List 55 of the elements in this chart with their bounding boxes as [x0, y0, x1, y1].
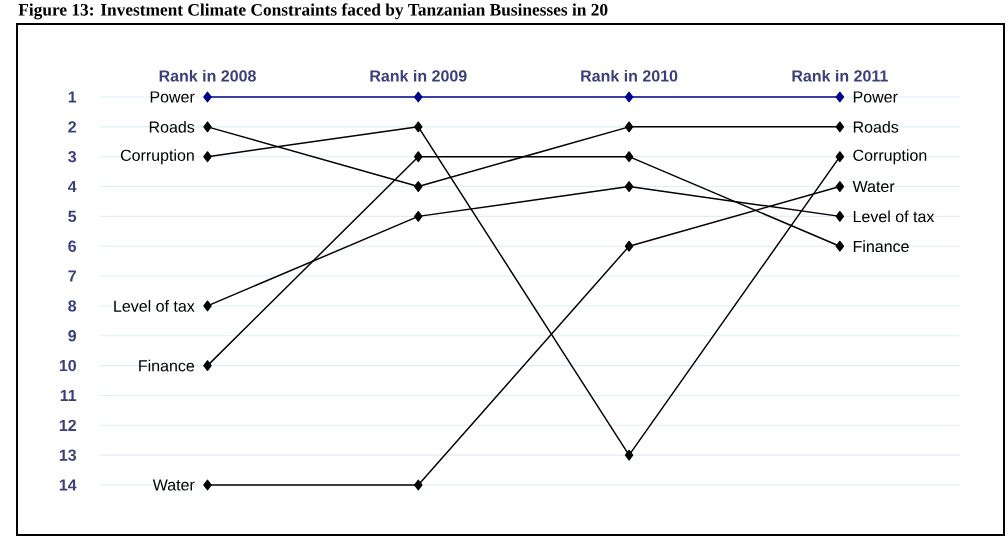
y-tick-label: 8 — [68, 300, 77, 312]
y-tick-label: 3 — [68, 151, 77, 163]
y-tick-label: 5 — [68, 210, 77, 222]
y-tick-label: 14 — [59, 479, 77, 491]
x-tick-label: Rank in 2011 — [792, 69, 888, 82]
point — [835, 181, 845, 192]
point — [203, 479, 212, 491]
series-label: Level of tax — [114, 300, 195, 312]
point — [624, 240, 634, 252]
x-tick-label: Rank in 2008 — [159, 69, 256, 82]
point — [414, 151, 423, 163]
point — [414, 479, 423, 491]
y-tick-label: 10 — [59, 359, 76, 372]
y-tick-label: 2 — [68, 121, 76, 133]
point — [203, 121, 212, 133]
chart-title: Figure 13: Investment Climate Constraints faced by Tanzanian Businesses in 20 — [18, 3, 608, 20]
text: Water — [152, 479, 195, 491]
point — [624, 91, 634, 103]
point — [624, 449, 634, 461]
point — [414, 181, 423, 192]
point — [203, 300, 212, 312]
x-tick-label: Rank in 2010 — [581, 69, 678, 82]
y-tick-label: 11 — [60, 389, 77, 401]
point — [203, 91, 212, 103]
point — [624, 121, 634, 133]
series-label: Corruption — [853, 149, 927, 165]
text: Level of tax — [853, 210, 935, 223]
y-tick-label: 1 — [68, 91, 77, 103]
y-tick-label: 6 — [68, 240, 77, 252]
point — [835, 210, 845, 222]
point — [835, 91, 845, 103]
point — [835, 240, 845, 252]
series-label: Water — [852, 180, 895, 193]
y-tick-label: 7 — [68, 270, 76, 282]
point — [624, 181, 634, 192]
point — [203, 151, 212, 163]
text: Roads — [853, 120, 899, 133]
point — [835, 151, 845, 163]
series-label: Finance — [139, 359, 195, 372]
point — [414, 91, 423, 103]
text: Power — [853, 91, 898, 103]
point — [414, 210, 423, 222]
point — [414, 121, 423, 133]
text: Corruption — [120, 149, 194, 165]
point — [624, 151, 634, 163]
y-tick-label: 9 — [68, 330, 77, 342]
series-label: Power — [150, 91, 195, 103]
point — [203, 360, 212, 372]
text: Finance — [853, 240, 909, 253]
y-tick-label: 13 — [59, 449, 77, 461]
series-label: Roads — [149, 120, 195, 133]
y-tick-label: 12 — [59, 419, 76, 431]
x-tick-label: Rank in 2009 — [370, 69, 467, 82]
y-tick-label: 4 — [67, 181, 77, 193]
point — [835, 121, 845, 133]
